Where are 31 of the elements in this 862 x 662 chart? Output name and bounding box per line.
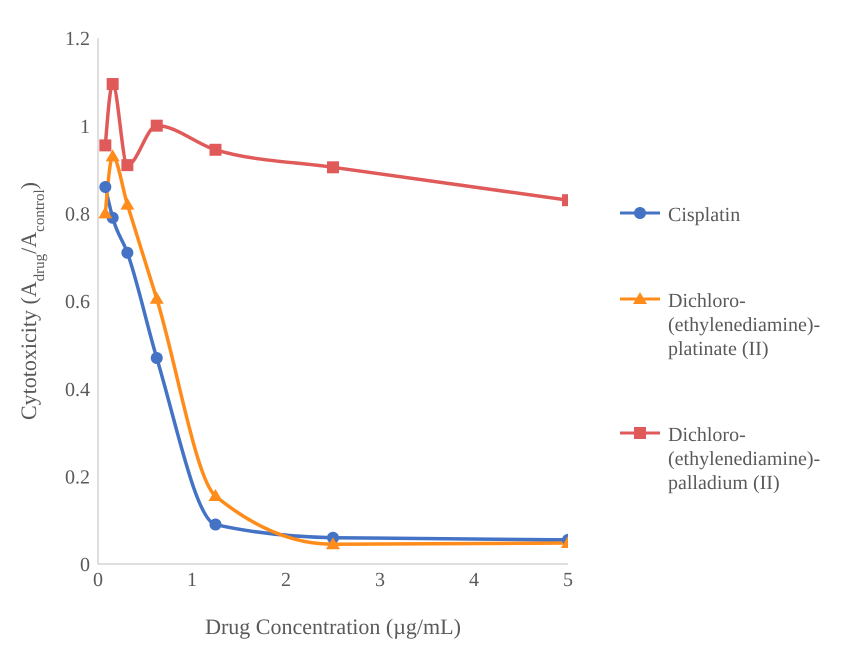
point [106, 149, 120, 162]
point [150, 292, 164, 304]
point [99, 181, 112, 194]
point [210, 144, 222, 156]
point [150, 352, 163, 364]
point [208, 489, 222, 502]
point [327, 161, 339, 174]
y-tick-label: 0.6 [65, 291, 90, 314]
point [121, 246, 134, 259]
y-tick-label: 1.2 [65, 28, 90, 50]
point [121, 159, 134, 172]
y-tick-label: 1 [80, 116, 90, 138]
point [106, 78, 119, 90]
x-tick-label: 2 [281, 569, 291, 592]
point [99, 139, 112, 152]
x-tick-label: 4 [469, 569, 479, 592]
legend-label: Dichloro-(ethylenediamine)-palladium (II) [668, 423, 820, 495]
legend-label: Cisplatin [668, 203, 742, 227]
legend-label: Dichloro-(ethylenediamine)-platinate (II) [668, 289, 820, 361]
point [120, 198, 134, 210]
x-tick-label: 1 [187, 569, 197, 592]
x-tick-label: 3 [375, 569, 385, 592]
point [326, 537, 340, 550]
point [150, 120, 163, 132]
point [210, 518, 222, 531]
x-tick-label: 5 [563, 569, 573, 592]
y-tick-label: 0.2 [65, 466, 90, 488]
y-tick-label: 0.8 [65, 203, 90, 226]
x-axis-title: Drug Concentration (µg/mL) [205, 614, 461, 639]
y-tick-label: 0.4 [65, 378, 90, 401]
y-tick-label: 0 [80, 554, 90, 576]
